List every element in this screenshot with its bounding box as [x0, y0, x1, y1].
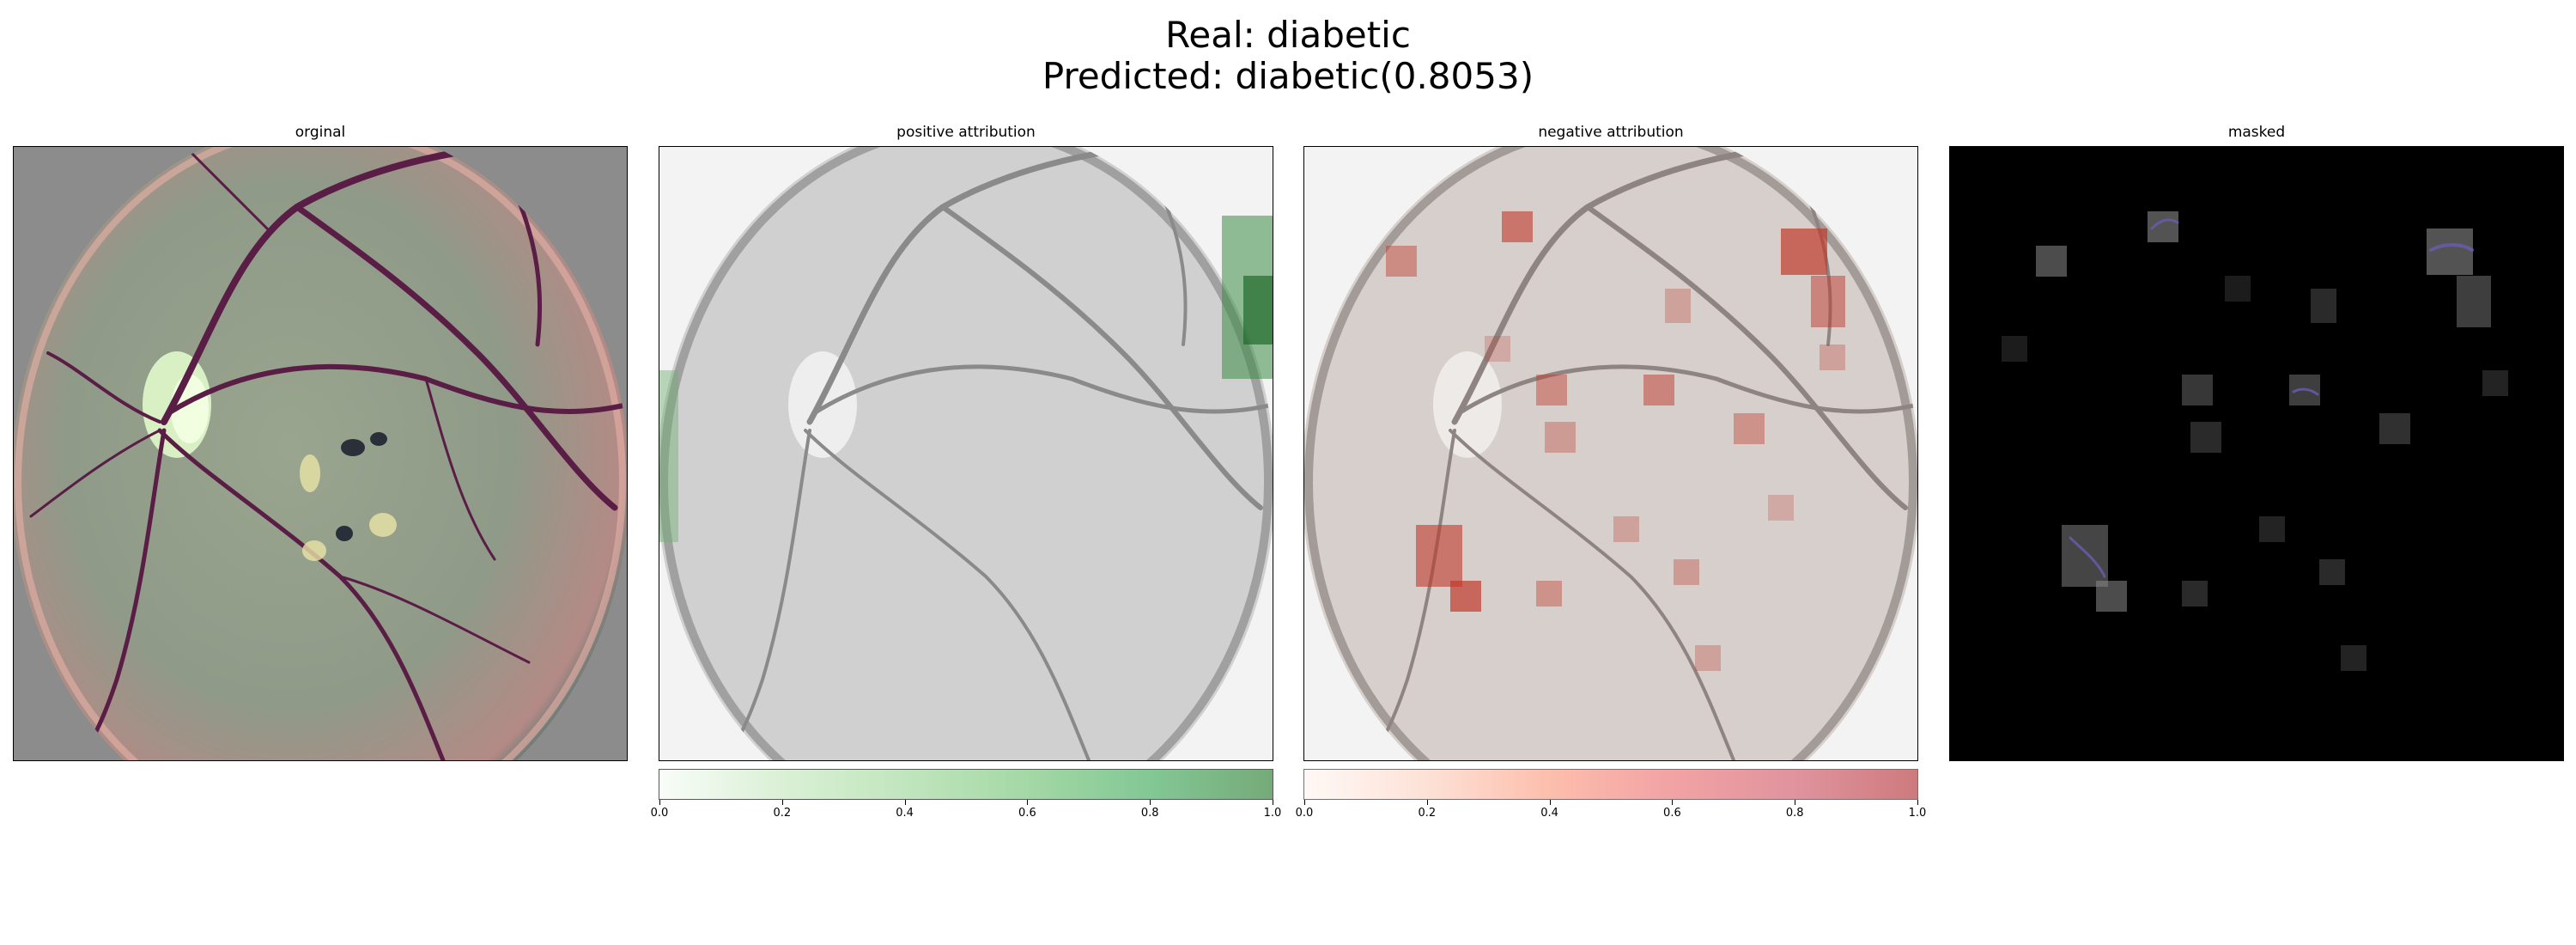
positive-colorbar-tick-label: 0.2	[773, 807, 792, 820]
original-image	[13, 146, 628, 761]
negative-colorbar-tick	[1672, 800, 1674, 805]
positive-colorbar-tick	[659, 800, 660, 805]
negative-colorbar-tick-label: 1.0	[1908, 807, 1927, 820]
figure-title-real: Real: diabetic	[1165, 14, 1411, 56]
masked-fundus	[1950, 147, 2563, 760]
negative-colorbar	[1303, 769, 1918, 800]
negative-colorbar-tick-label: 0.6	[1663, 807, 1681, 820]
panel-title-original: orginal	[295, 124, 346, 141]
positive-colorbar-tick-label: 0.6	[1018, 807, 1036, 820]
panel-title-negative: negative attribution	[1538, 124, 1684, 141]
positive-attribution-fundus	[659, 147, 1273, 760]
positive-colorbar-tick	[1150, 800, 1151, 805]
negative-colorbar-tick	[1917, 800, 1918, 805]
negative-attribution-fundus	[1304, 147, 1917, 760]
panel-title-masked: masked	[2227, 124, 2286, 141]
negative-colorbar-tick-label: 0.8	[1785, 807, 1804, 820]
negative-colorbar-tick	[1426, 800, 1428, 805]
positive-colorbar-tick-label: 0.8	[1140, 807, 1159, 820]
negative-attribution-image	[1303, 146, 1918, 761]
negative-colorbar-tick-label: 0.4	[1540, 807, 1558, 820]
panel-title-positive: positive attribution	[896, 124, 1036, 141]
positive-colorbar-tick	[1027, 800, 1029, 805]
masked-image	[1949, 146, 2564, 761]
positive-colorbar-tick-label: 0.0	[650, 807, 669, 820]
positive-colorbar-tick	[781, 800, 783, 805]
negative-colorbar-tick	[1549, 800, 1551, 805]
negative-colorbar-tick-label: 0.0	[1295, 807, 1314, 820]
positive-colorbar	[659, 769, 1273, 800]
figure-title-predicted: Predicted: diabetic(0.8053)	[1042, 55, 1534, 97]
negative-colorbar-tick-label: 0.2	[1418, 807, 1437, 820]
positive-colorbar-tick	[904, 800, 906, 805]
positive-colorbar-tick-label: 1.0	[1263, 807, 1282, 820]
original-fundus	[14, 147, 627, 760]
positive-attribution-image	[659, 146, 1273, 761]
negative-colorbar-tick	[1304, 800, 1305, 805]
positive-colorbar-tick-label: 0.4	[896, 807, 914, 820]
